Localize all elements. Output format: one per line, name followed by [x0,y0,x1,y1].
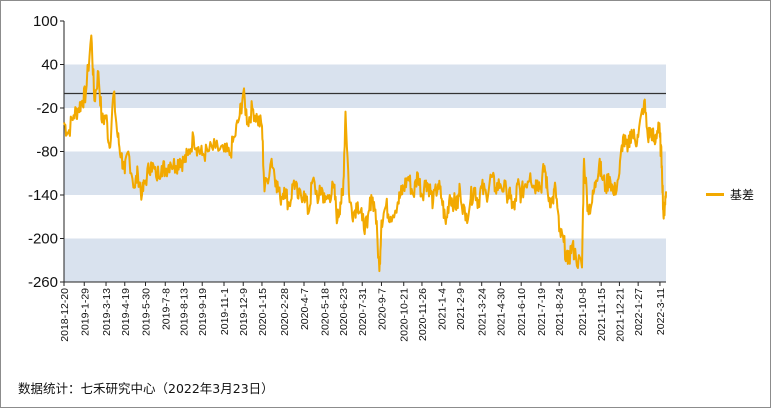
x-tick-label: 2021-6-10 [516,288,528,336]
x-tick-label: 2019-1-29 [79,288,91,336]
x-tick-label: 2022-3-11 [655,288,667,335]
x-tick-label: 2021-7-19 [536,288,548,336]
x-tick-label: 2021-2-9 [455,288,467,330]
x-tick-label: 2020-2-28 [279,288,291,336]
x-tick-label: 2021-12-21 [614,288,626,342]
band-0 [64,64,666,108]
x-axis: 2018-12-20 2019-1-29 2019-3-13 2019-4-19 201… [59,282,667,342]
x-tick-label: 2022-1-27 [633,288,645,336]
x-tick-label: 2019-8-13 [178,288,190,336]
x-tick-label: 2020-9-7 [376,288,388,330]
x-tick-label: 2019-9-19 [197,288,209,336]
x-tick-label: 2019-3-13 [101,288,113,336]
legend-swatch [706,193,724,196]
y-tick-label: -140 [28,187,58,204]
x-tick-label: 2019-12-9 [238,288,250,336]
series-line-0 [63,34,667,273]
x-tick-label: 2021-3-24 [477,288,489,336]
y-axis: 100 40 -20 -80 -140 -200 -260 [28,13,64,291]
y-tick-label: 40 [41,57,58,74]
x-tick-label: 2018-12-20 [59,288,71,342]
x-tick-label: 2020-11-26 [417,288,429,341]
x-tick-label: 2019-11-1 [219,288,231,335]
y-tick-label: 100 [33,13,58,30]
x-tick-label: 2020-4-7 [299,288,311,330]
y-tick-label: -20 [36,100,58,117]
y-tick-label: -260 [28,274,58,291]
x-tick-label: 2021-10-8 [577,288,589,336]
y-tick-label: -200 [28,231,58,248]
band-1 [64,151,666,195]
x-tick-label: 2021-11-15 [596,288,608,341]
x-tick-label: 2021-4-30 [495,288,507,336]
x-tick-label: 2020-7-31 [357,288,369,336]
x-tick-label: 2020-5-18 [320,288,332,336]
x-tick-label: 2020-1-15 [257,288,269,336]
series-layer [63,34,667,273]
x-tick-label: 2021-8-24 [554,288,566,336]
x-tick-label: 2021-1-4 [437,288,449,330]
x-tick-label: 2019-5-30 [141,288,153,336]
x-tick-label: 2020-6-23 [338,288,350,336]
x-tick-label: 2019-7-8 [160,288,172,330]
y-tick-label: -80 [36,144,58,161]
legend-label-basis: 基差 [730,188,755,202]
legend: 基差 [706,186,754,203]
x-tick-label: 2020-10-21 [399,288,411,342]
data-source-note: 数据统计：七禾研究中心（2022年3月23日） [18,381,274,396]
x-tick-label: 2019-4-19 [120,288,132,336]
